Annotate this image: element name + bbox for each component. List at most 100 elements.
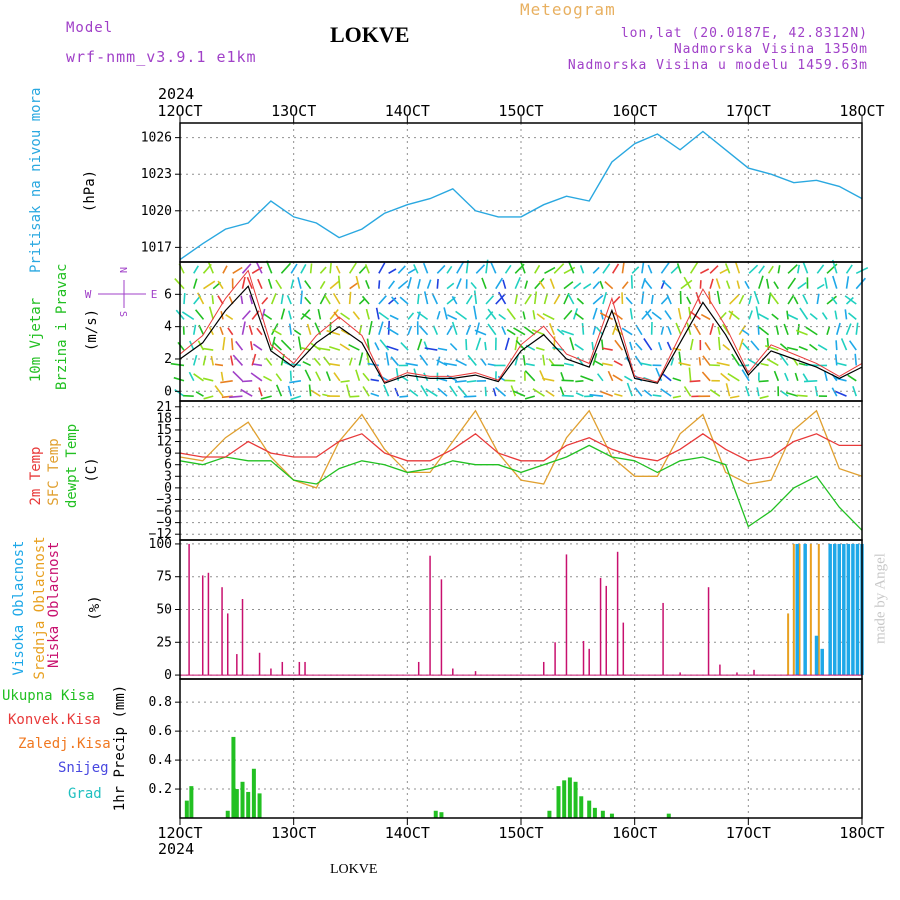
cloud-low-bar bbox=[270, 668, 272, 676]
wind-arrow bbox=[214, 385, 224, 397]
wind-arrow bbox=[241, 263, 252, 274]
wind-arrow bbox=[834, 310, 838, 320]
wind-arrow bbox=[250, 372, 263, 382]
cloud-high-bar bbox=[855, 543, 860, 676]
wind-arrow bbox=[824, 371, 828, 381]
wind-arrow bbox=[645, 310, 653, 320]
wind-arrow bbox=[729, 395, 740, 399]
wind-arrow bbox=[845, 296, 854, 305]
pressure-series-label: Pritisak na nivou mora bbox=[28, 87, 44, 273]
wind-arrow bbox=[809, 343, 818, 351]
cloud-low-bar bbox=[662, 602, 664, 676]
wind-arrow bbox=[390, 356, 399, 366]
x-tick-label-top: 18OCT bbox=[839, 102, 884, 120]
wind-arrow bbox=[821, 312, 828, 320]
wind-arrow bbox=[844, 295, 857, 305]
wind-arrow bbox=[532, 310, 536, 320]
dewpt-series-label: dewpt Temp bbox=[64, 423, 80, 509]
wind-arrow bbox=[728, 310, 740, 321]
wind-arrow bbox=[592, 294, 604, 305]
compass-north: N bbox=[117, 267, 128, 273]
wind-arrow bbox=[542, 377, 555, 382]
wind-arrow bbox=[189, 340, 195, 351]
cloud-low-bar bbox=[188, 543, 190, 676]
wind-arrow bbox=[756, 387, 760, 397]
wind-arrow bbox=[563, 309, 573, 320]
wind-arrow bbox=[217, 280, 224, 290]
wind-arrow bbox=[525, 363, 535, 367]
wind-arrow bbox=[177, 341, 185, 351]
wind-arrow bbox=[795, 329, 808, 336]
wind-arrow bbox=[561, 394, 574, 397]
wind-arrow bbox=[240, 295, 244, 305]
y-tick-label: 1017 bbox=[141, 240, 172, 255]
coords-label: lon,lat (20.0187E, 42.8312N) bbox=[620, 26, 868, 41]
x-tick-label-top: 16OCT bbox=[612, 102, 657, 120]
wind-arrow bbox=[252, 343, 263, 351]
cloud-low-series-label: Niska Oblacnost bbox=[46, 541, 62, 668]
wind-arrow bbox=[229, 395, 243, 399]
cloud-mid-bar bbox=[809, 543, 812, 676]
wind-arrow bbox=[374, 342, 380, 351]
x-tick-label-bottom: 14OCT bbox=[385, 824, 430, 842]
wind-arrow bbox=[280, 293, 284, 305]
wind-arrow bbox=[422, 262, 429, 274]
wind-arrow bbox=[847, 374, 857, 382]
y-tick-label: 12 bbox=[156, 435, 172, 450]
wind-arrow bbox=[787, 277, 797, 290]
wind-arrow bbox=[826, 326, 831, 335]
wind-arrow bbox=[563, 362, 574, 367]
wind-arrow bbox=[748, 264, 759, 274]
wind-arrow bbox=[583, 283, 592, 290]
wind-unit-label: (m/s) bbox=[84, 308, 100, 352]
pressure-unit-label: (hPa) bbox=[82, 169, 98, 213]
y-tick-label: 6 bbox=[164, 458, 172, 473]
wind-arrow bbox=[523, 326, 536, 336]
wind-arrow bbox=[405, 362, 418, 367]
wind-arrow bbox=[599, 312, 614, 321]
precip-bar bbox=[592, 807, 597, 818]
wind-arrow bbox=[333, 372, 341, 382]
wind-arrow bbox=[787, 264, 798, 274]
wind-arrow bbox=[845, 276, 850, 289]
wind-arrow bbox=[661, 280, 672, 290]
wind-arrow bbox=[222, 336, 226, 351]
wind-arrow bbox=[465, 339, 468, 351]
wind-arrow bbox=[612, 374, 623, 382]
wind-arrow bbox=[769, 293, 779, 305]
cloud-low-bar bbox=[588, 648, 590, 676]
wind-arrow bbox=[257, 278, 263, 289]
precip-bar bbox=[240, 781, 245, 818]
wind-arrow bbox=[437, 347, 448, 351]
precip-bar bbox=[251, 768, 256, 818]
wind-arrow bbox=[361, 295, 370, 305]
wind-arrow bbox=[612, 263, 620, 274]
wind-arrow bbox=[313, 357, 322, 366]
wind-arrow bbox=[831, 296, 838, 305]
y-tick-label: 0.2 bbox=[149, 782, 172, 797]
wind-arrow bbox=[378, 321, 384, 335]
wind-arrow bbox=[816, 293, 820, 305]
wind-arrow bbox=[771, 313, 779, 320]
precip-bar bbox=[547, 810, 552, 818]
wind-arrow bbox=[630, 275, 633, 289]
cloud-low-bar bbox=[554, 642, 556, 676]
wind-arrow bbox=[758, 313, 769, 321]
y-tick-label: 1023 bbox=[141, 167, 172, 182]
wind-arrow bbox=[446, 265, 453, 274]
precip-bar bbox=[234, 789, 239, 818]
wind-arrow bbox=[575, 380, 584, 383]
wind-arrow bbox=[270, 336, 276, 351]
wind-arrow bbox=[664, 310, 672, 320]
wind-arrow bbox=[456, 278, 462, 289]
wind-arrow bbox=[573, 282, 582, 290]
wind-arrow bbox=[677, 307, 682, 320]
y-tick-label: −12 bbox=[149, 527, 172, 542]
wind-arrow bbox=[625, 296, 633, 305]
wind-arrow bbox=[194, 309, 205, 320]
cloud-low-bar bbox=[542, 661, 545, 676]
wind-arrow bbox=[272, 341, 282, 351]
wind-arrow bbox=[423, 372, 429, 382]
wind-arrow bbox=[719, 268, 729, 275]
